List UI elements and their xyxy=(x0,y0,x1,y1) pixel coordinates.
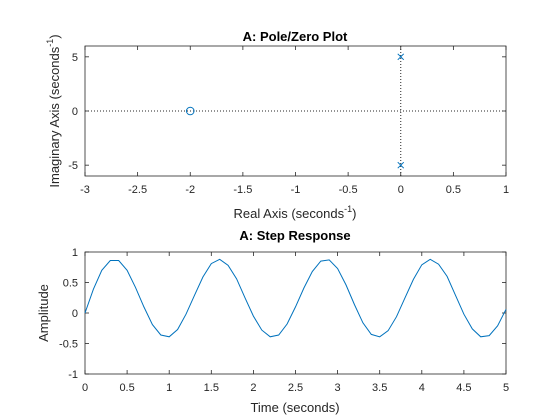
step-response-y-tick-label: 1 xyxy=(72,247,78,259)
step-response-x-tick-label: 1 xyxy=(166,382,172,394)
step-response-x-tick-label: 2.5 xyxy=(288,382,303,394)
step-response-x-tick-label: 4 xyxy=(419,382,425,394)
step-response-x-tick-label: 0 xyxy=(82,382,88,394)
step-response-y-axis-label: Amplitude xyxy=(36,284,51,342)
step-response-y-tick-label: 0 xyxy=(72,308,78,320)
pole-zero-x-tick-label: 0 xyxy=(398,184,404,196)
pole-zero-x-tick-label: 0.5 xyxy=(446,184,461,196)
pole-zero-x-tick-label: -1.5 xyxy=(233,184,252,196)
step-response-y-tick-label: 0.5 xyxy=(63,278,78,290)
pole-zero-y-tick-label: -5 xyxy=(68,160,78,172)
step-response-x-tick-label: 1.5 xyxy=(204,382,219,394)
step-response-x-tick-label: 4.5 xyxy=(456,382,471,394)
pole-zero-x-tick-label: 1 xyxy=(503,184,509,196)
step-response-title: A: Step Response xyxy=(239,228,350,243)
pole-zero-y-tick-label: 5 xyxy=(72,52,78,64)
pole-zero-y-tick-label: 0 xyxy=(72,106,78,118)
pole-zero-x-tick-label: -0.5 xyxy=(339,184,358,196)
step-response-x-tick-label: 2 xyxy=(250,382,256,394)
pole-zero-x-axis-label: Real Axis (seconds-1) xyxy=(234,204,357,221)
step-response-x-tick-label: 3.5 xyxy=(372,382,387,394)
pole-zero-y-axis-label: Imaginary Axis (seconds-1) xyxy=(45,34,62,187)
step-response-x-tick-label: 3 xyxy=(335,382,341,394)
step-response-y-tick-label: -1 xyxy=(68,369,78,381)
pole-zero-x-tick-label: -3 xyxy=(80,184,90,196)
step-response-x-tick-label: 5 xyxy=(503,382,509,394)
pole-zero-x-tick-label: -2 xyxy=(185,184,195,196)
pole-zero-title: A: Pole/Zero Plot xyxy=(243,29,348,44)
step-response-x-tick-label: 0.5 xyxy=(119,382,134,394)
step-response-x-axis-label: Time (seconds) xyxy=(250,400,339,415)
pole-zero-x-tick-label: -2.5 xyxy=(128,184,147,196)
step-response-y-tick-label: -0.5 xyxy=(59,339,78,351)
pole-zero-x-tick-label: -1 xyxy=(291,184,301,196)
